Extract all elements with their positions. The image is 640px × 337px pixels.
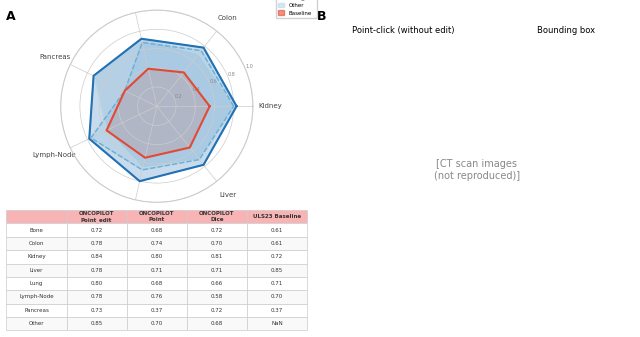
Baseline [145,67,152,71]
Other [231,104,239,108]
Line: Baseline: Baseline [107,69,210,158]
Other [231,104,239,108]
Point [138,40,146,44]
Polygon shape [91,42,234,170]
Point [121,89,129,93]
Text: Bounding box: Bounding box [538,26,595,35]
Line: Point_edit: Point_edit [89,39,237,181]
Point_edit [200,45,207,50]
Baseline [186,146,193,150]
Polygon shape [89,39,237,181]
Baseline [121,89,129,93]
Point [138,168,146,172]
Baseline [206,104,214,108]
Text: B: B [317,10,326,23]
Point [230,104,237,108]
Polygon shape [107,69,210,158]
Text: [CT scan images
(not reproduced)]: [CT scan images (not reproduced)] [434,159,520,181]
Point [195,157,203,161]
Point [230,104,237,108]
Other [91,74,99,78]
Point_edit [85,137,93,141]
Other [195,157,203,161]
Point_edit [90,74,97,78]
Point_edit [233,104,241,108]
Other [103,128,111,132]
Point_edit [200,163,207,167]
Point [87,136,95,140]
Other [138,37,145,41]
Polygon shape [95,39,235,168]
Point_edit [138,37,145,41]
Point_edit [136,179,143,183]
Baseline [180,70,188,74]
Legend: Point, Point_edit, Other, Baseline: Point, Point_edit, Other, Baseline [276,0,317,18]
Line: Other: Other [95,39,235,168]
Point_edit [233,104,241,108]
Point [197,49,205,53]
Other [195,52,203,56]
Baseline [141,156,149,160]
Text: Point-click (without edit): Point-click (without edit) [352,26,454,35]
Baseline [206,104,214,108]
Line: Point: Point [91,42,234,170]
Baseline [103,128,111,132]
Other [139,166,147,170]
Text: A: A [6,10,16,23]
